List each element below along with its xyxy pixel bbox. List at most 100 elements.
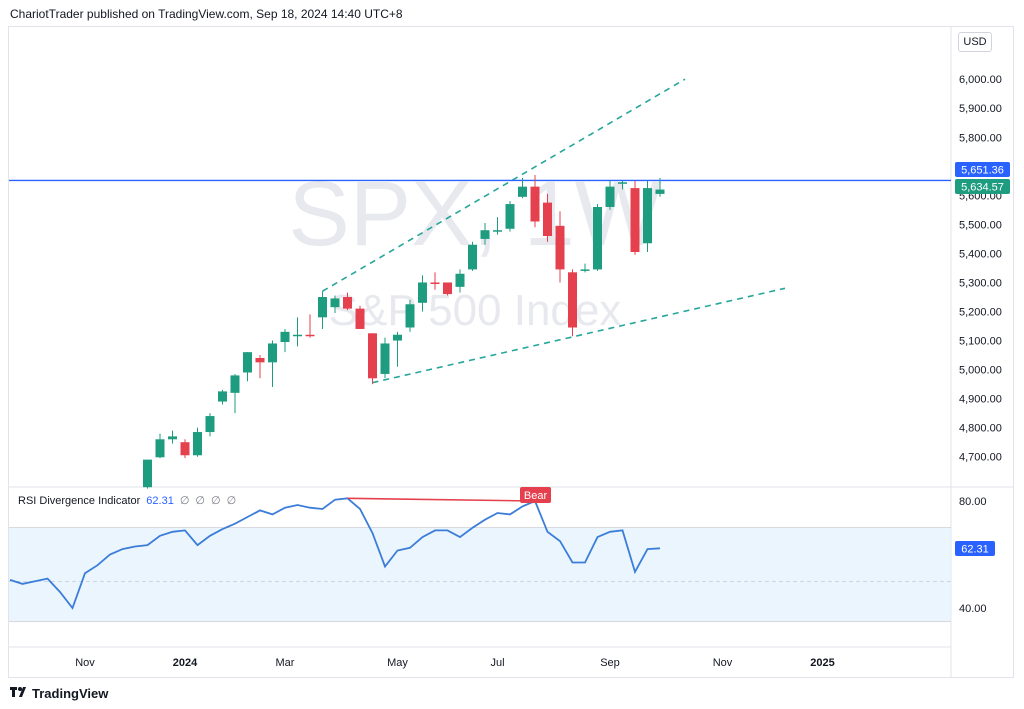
candle-body: [205, 416, 215, 433]
candle-body: [593, 206, 602, 270]
time-axis-label: Mar: [276, 657, 295, 669]
candle: [580, 263, 590, 273]
candle-body: [268, 343, 277, 363]
candle: [618, 180, 627, 190]
rsi-legend: RSI Divergence Indicator 62.31 ∅ ∅ ∅ ∅: [18, 494, 236, 507]
candle-body: [255, 357, 265, 363]
candle-body: [405, 304, 415, 328]
candle-body: [580, 269, 590, 271]
candle-body: [568, 272, 577, 328]
candle: [405, 299, 415, 332]
candle-body: [343, 297, 352, 309]
candle: [505, 201, 515, 232]
candle: [280, 328, 290, 353]
candle: [243, 352, 252, 382]
rsi-axis-label: 40.00: [959, 603, 987, 615]
tradingview-footer[interactable]: TradingView: [10, 684, 108, 702]
candles: [143, 175, 665, 489]
rsi-legend-placeholder: ∅: [179, 495, 190, 507]
candle: [518, 177, 527, 199]
candle-body: [418, 282, 427, 303]
price-axis-label: 5,100.00: [959, 336, 1002, 348]
price-axis-label: 5,300.00: [959, 277, 1002, 289]
candle: [368, 333, 377, 385]
bear-label-text: Bear: [524, 490, 548, 502]
candle: [605, 180, 615, 210]
currency-selector[interactable]: USD: [958, 32, 992, 52]
candle: [393, 331, 402, 367]
candle: [230, 373, 240, 414]
rsi-layer: [9, 497, 661, 610]
candle-body: [380, 343, 390, 374]
candle-body: [193, 432, 202, 456]
candle: [568, 269, 577, 337]
candle-body: [630, 188, 640, 252]
rsi-legend-value: 62.31: [146, 495, 174, 507]
candle: [218, 389, 227, 405]
candle-body: [455, 273, 465, 287]
rsi-legend-placeholder: ∅: [195, 495, 205, 507]
candle: [168, 430, 177, 444]
candle: [193, 427, 202, 457]
tradingview-brand: TradingView: [32, 685, 109, 701]
candle-body: [468, 244, 477, 270]
candle: [643, 180, 652, 252]
time-axis-label: Nov: [75, 657, 95, 669]
candle-body: [393, 334, 402, 341]
candle: [205, 413, 215, 437]
candle-body: [480, 230, 490, 239]
rsi-axis-label: 80.00: [959, 496, 987, 508]
candle: [530, 175, 540, 228]
channel-lines: [322, 78, 786, 384]
candle: [468, 241, 477, 271]
candle-body: [355, 308, 365, 329]
rsi-legend-name: RSI Divergence Indicator: [18, 495, 141, 507]
candle: [293, 317, 302, 347]
price-axis-label: 5,000.00: [959, 365, 1002, 377]
candle: [143, 459, 152, 489]
line-price-tag: 5,651.36: [955, 162, 1010, 177]
candle-body: [330, 298, 340, 308]
price-axis-label: 5,500.00: [959, 219, 1002, 231]
time-axis-label: Sep: [600, 657, 620, 669]
candle-body: [655, 189, 665, 194]
bear-label: Bear: [520, 487, 551, 503]
channel-upper-line: [322, 78, 686, 292]
candle-body: [618, 182, 627, 184]
rsi-axis: 40.00 80.00: [959, 496, 987, 615]
candle: [455, 269, 465, 293]
candle: [255, 355, 265, 379]
candle: [155, 433, 165, 459]
candle-body: [605, 186, 615, 207]
candle: [418, 275, 427, 312]
candle: [180, 439, 190, 459]
rsi-band: [9, 527, 951, 622]
time-axis-label: Nov: [713, 657, 733, 669]
candle-body: [230, 375, 240, 393]
time-axis-label: May: [387, 657, 408, 669]
price-axis-label: 5,200.00: [959, 307, 1002, 319]
price-axis-label: 4,800.00: [959, 423, 1002, 435]
rsi-legend-placeholder: ∅: [211, 495, 221, 507]
price-axis-label: 5,800.00: [959, 132, 1002, 144]
candle-body: [555, 225, 565, 270]
rsi-value-tag: 62.31: [955, 541, 995, 556]
rsi-legend-placeholder: ∅: [226, 495, 237, 507]
candle-body: [368, 333, 377, 379]
candle: [593, 204, 602, 271]
candle-body: [530, 186, 540, 222]
rsi-line: [9, 497, 661, 610]
line-price-tag-text: 5,651.36: [961, 165, 1004, 177]
candle-body: [643, 188, 652, 244]
candle-body: [505, 204, 515, 229]
price-axis-label: 6,000.00: [959, 74, 1002, 86]
channel-lower-line: [372, 287, 786, 384]
candle: [493, 217, 502, 235]
candle-body: [518, 186, 527, 197]
time-axis-label: 2025: [810, 657, 834, 669]
rsi-band-layer: [9, 527, 951, 622]
candle: [630, 180, 640, 255]
watermark-name: S&P 500 Index: [329, 286, 622, 335]
candle: [330, 295, 340, 313]
